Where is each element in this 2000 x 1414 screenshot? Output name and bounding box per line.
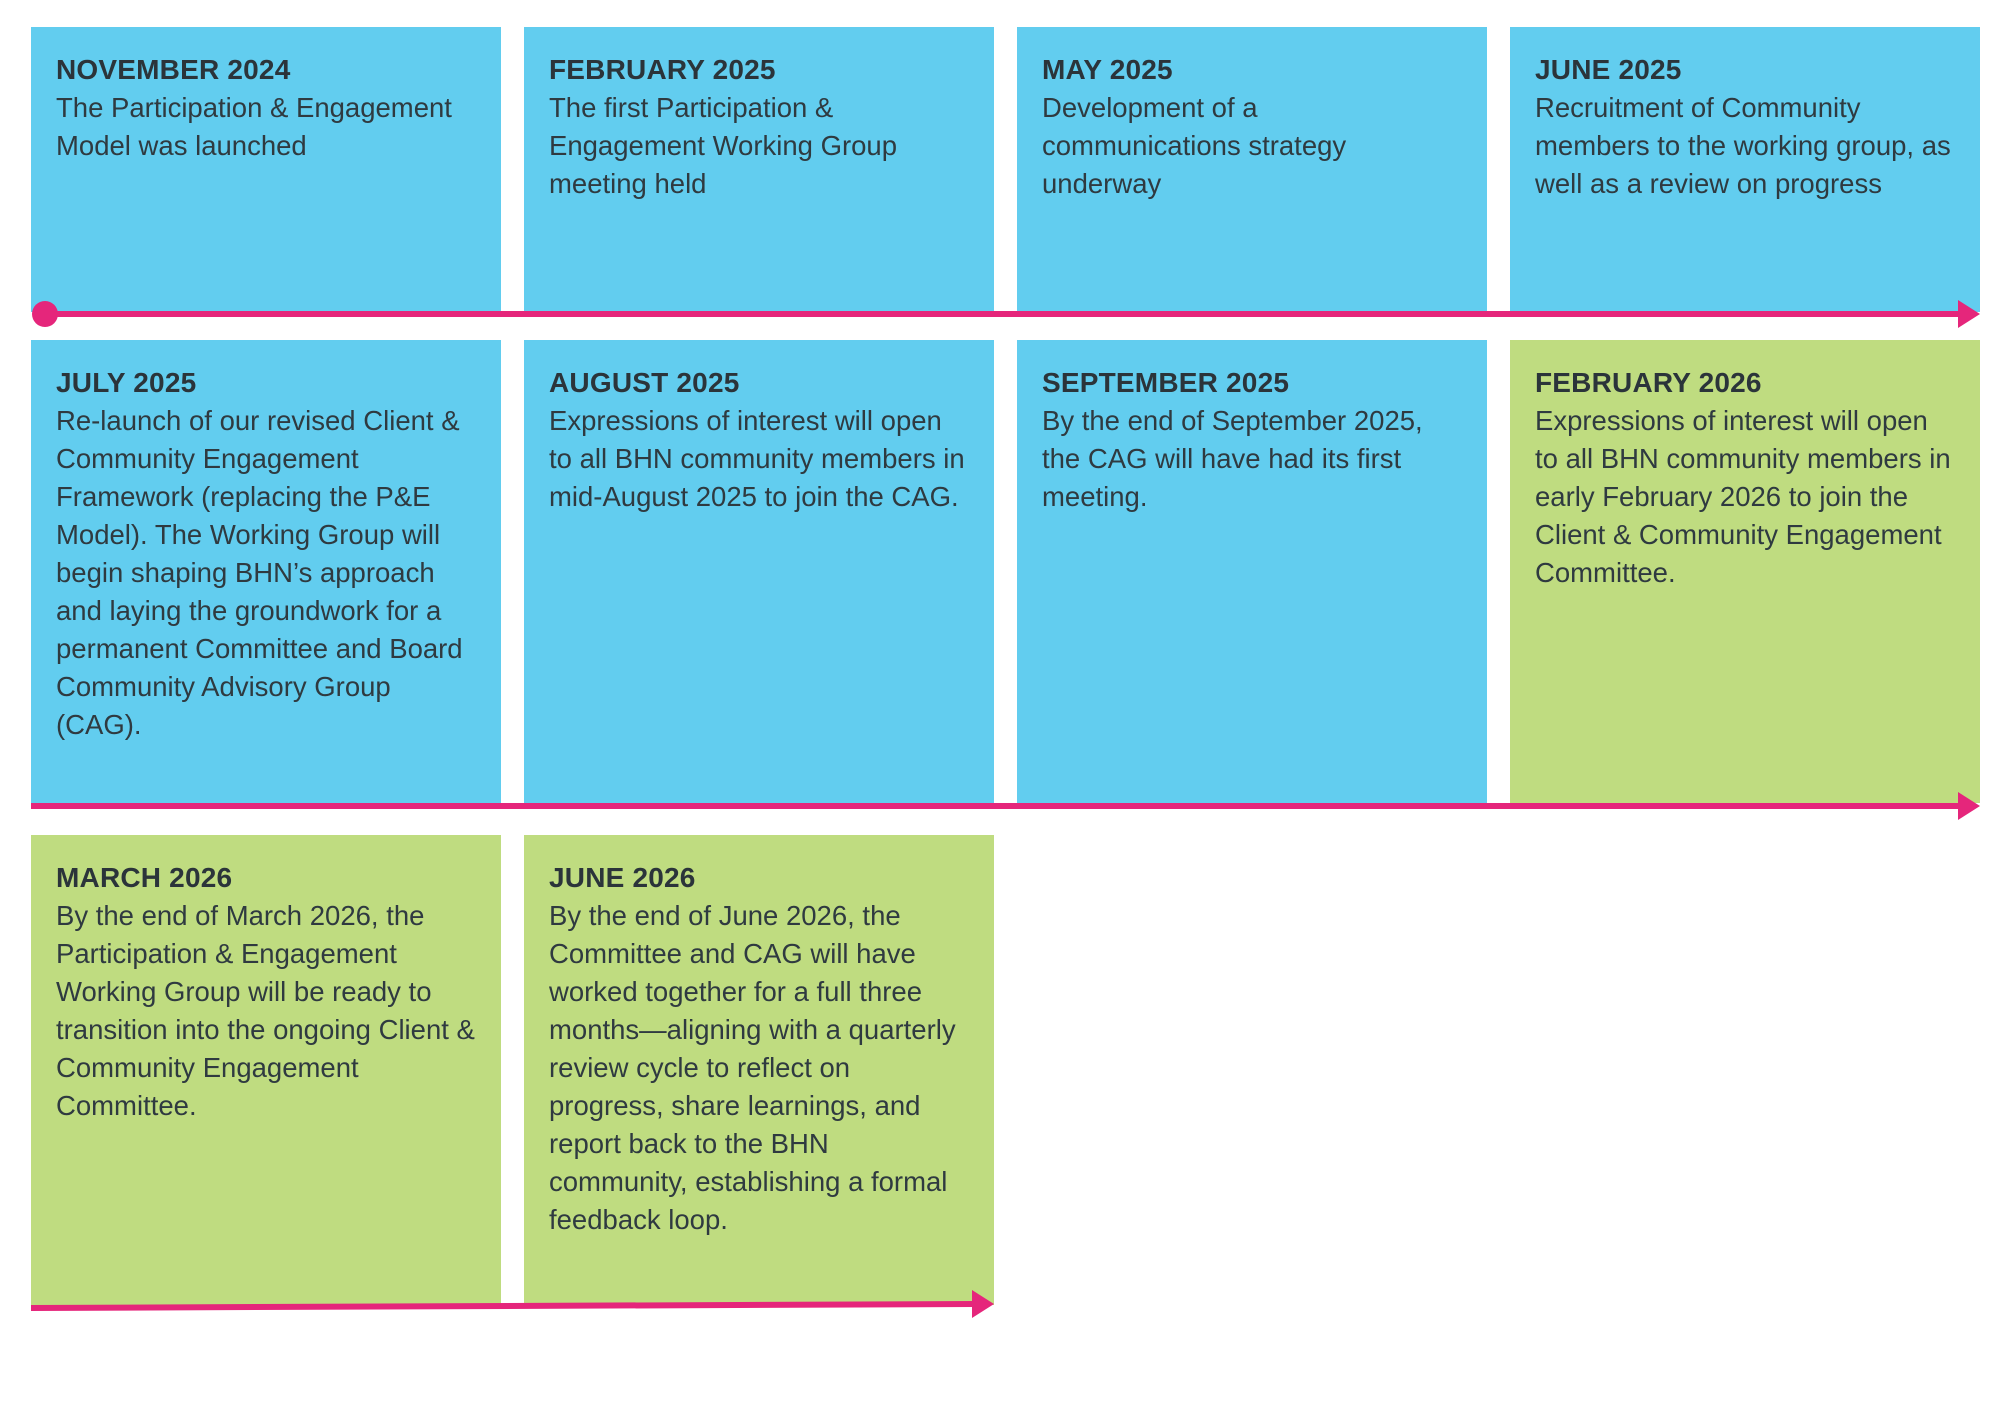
timeline-card-may-2025: MAY 2025 Development of a communications… bbox=[1017, 27, 1487, 312]
card-text: By the end of March 2026, the Participat… bbox=[56, 900, 475, 1121]
card-text: The first Participation & Engagement Wor… bbox=[549, 92, 898, 199]
timeline-card-march-2026: MARCH 2026 By the end of March 2026, the… bbox=[31, 835, 501, 1305]
card-date: JULY 2025 bbox=[56, 367, 197, 398]
card-date: AUGUST 2025 bbox=[549, 367, 740, 398]
card-date: FEBRUARY 2025 bbox=[549, 54, 776, 85]
card-text: By the end of September 2025, the CAG wi… bbox=[1042, 405, 1423, 512]
card-text: Expressions of interest will open to all… bbox=[1535, 405, 1951, 588]
card-text: Recruitment of Community members to the … bbox=[1535, 92, 1951, 199]
card-date: NOVEMBER 2024 bbox=[56, 54, 291, 85]
timeline-card-june-2026: JUNE 2026 By the end of June 2026, the C… bbox=[524, 835, 994, 1305]
card-date: JUNE 2026 bbox=[549, 862, 696, 893]
timeline-card-september-2025: SEPTEMBER 2025 By the end of September 2… bbox=[1017, 340, 1487, 803]
card-text: By the end of June 2026, the Committee a… bbox=[549, 900, 956, 1235]
card-date: FEBRUARY 2026 bbox=[1535, 367, 1762, 398]
card-text: The Participation & Engagement Model was… bbox=[56, 92, 452, 161]
card-date: MAY 2025 bbox=[1042, 54, 1173, 85]
card-date: MARCH 2026 bbox=[56, 862, 233, 893]
timeline-card-june-2025: JUNE 2025 Recruitment of Community membe… bbox=[1510, 27, 1980, 312]
card-text: Re-launch of our revised Client & Commun… bbox=[56, 405, 463, 740]
card-text: Expressions of interest will open to all… bbox=[549, 405, 965, 512]
timeline-card-february-2026: FEBRUARY 2026 Expressions of interest wi… bbox=[1510, 340, 1980, 803]
timeline-card-november-2024: NOVEMBER 2024 The Participation & Engage… bbox=[31, 27, 501, 312]
timeline-card-august-2025: AUGUST 2025 Expressions of interest will… bbox=[524, 340, 994, 803]
card-date: SEPTEMBER 2025 bbox=[1042, 367, 1290, 398]
card-date: JUNE 2025 bbox=[1535, 54, 1682, 85]
card-text: Development of a communications strategy… bbox=[1042, 92, 1347, 199]
timeline-card-july-2025: JULY 2025 Re-launch of our revised Clien… bbox=[31, 340, 501, 803]
timeline-card-february-2025: FEBRUARY 2025 The first Participation & … bbox=[524, 27, 994, 312]
